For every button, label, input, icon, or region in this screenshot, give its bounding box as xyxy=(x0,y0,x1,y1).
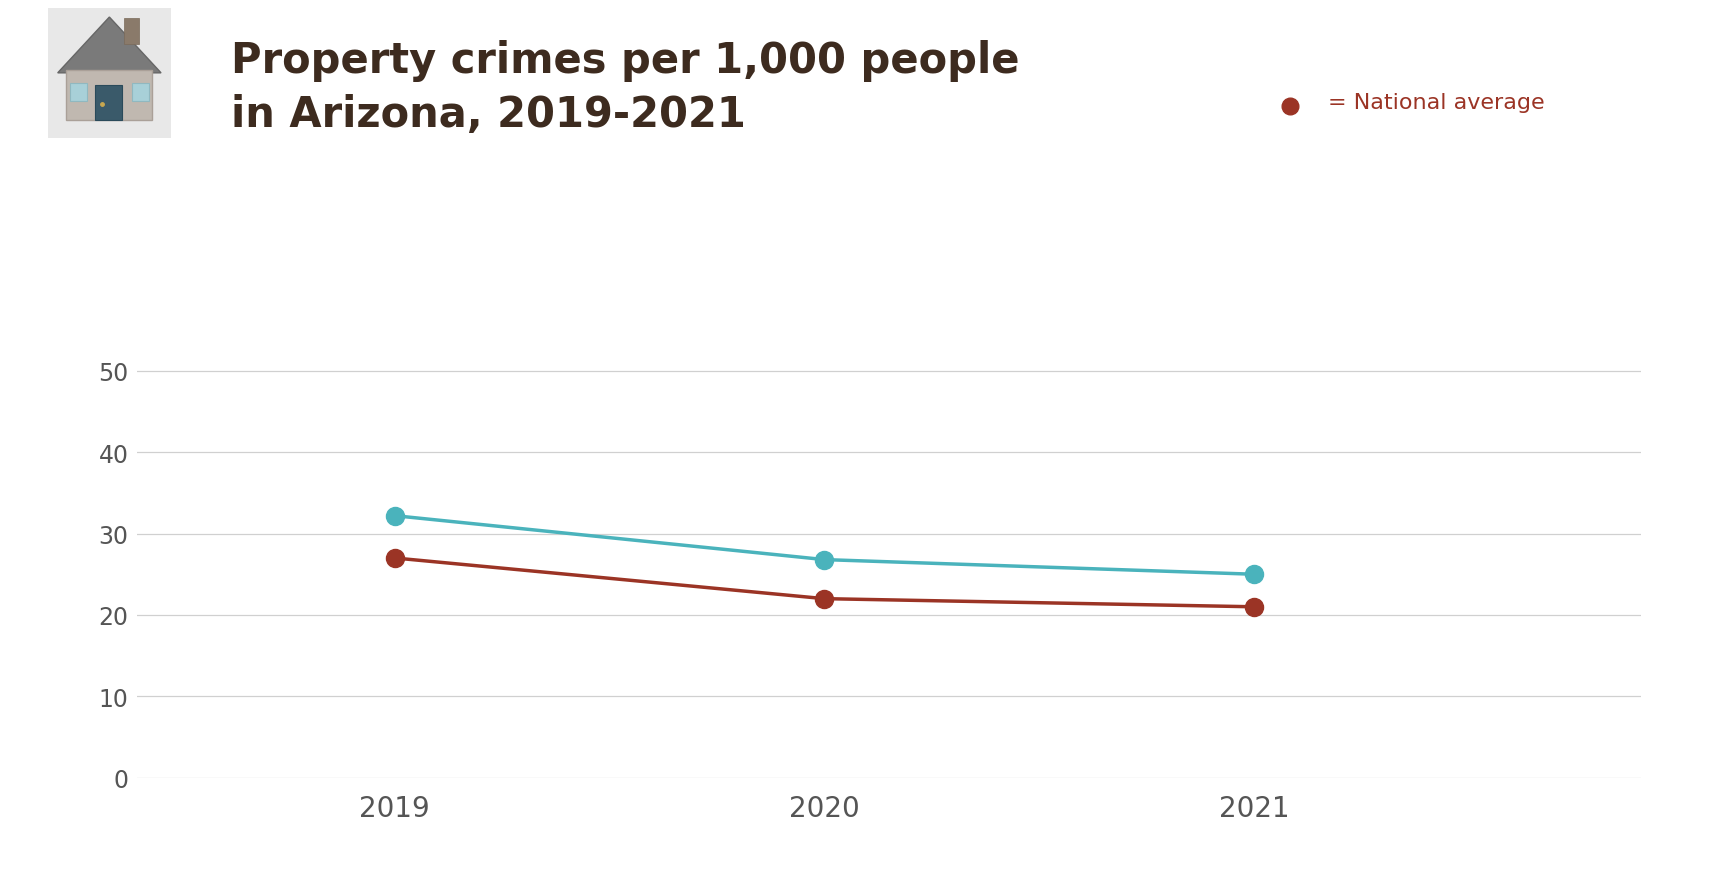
Text: in Arizona, 2019-2021: in Arizona, 2019-2021 xyxy=(231,94,745,136)
FancyBboxPatch shape xyxy=(41,1,178,147)
Bar xyxy=(70,84,87,102)
Bar xyxy=(125,20,138,46)
Bar xyxy=(132,84,149,102)
Text: Property crimes per 1,000 people: Property crimes per 1,000 people xyxy=(231,40,1019,82)
Polygon shape xyxy=(58,18,161,74)
Bar xyxy=(94,86,121,121)
Bar xyxy=(67,72,152,121)
Text: = National average: = National average xyxy=(1328,93,1545,113)
